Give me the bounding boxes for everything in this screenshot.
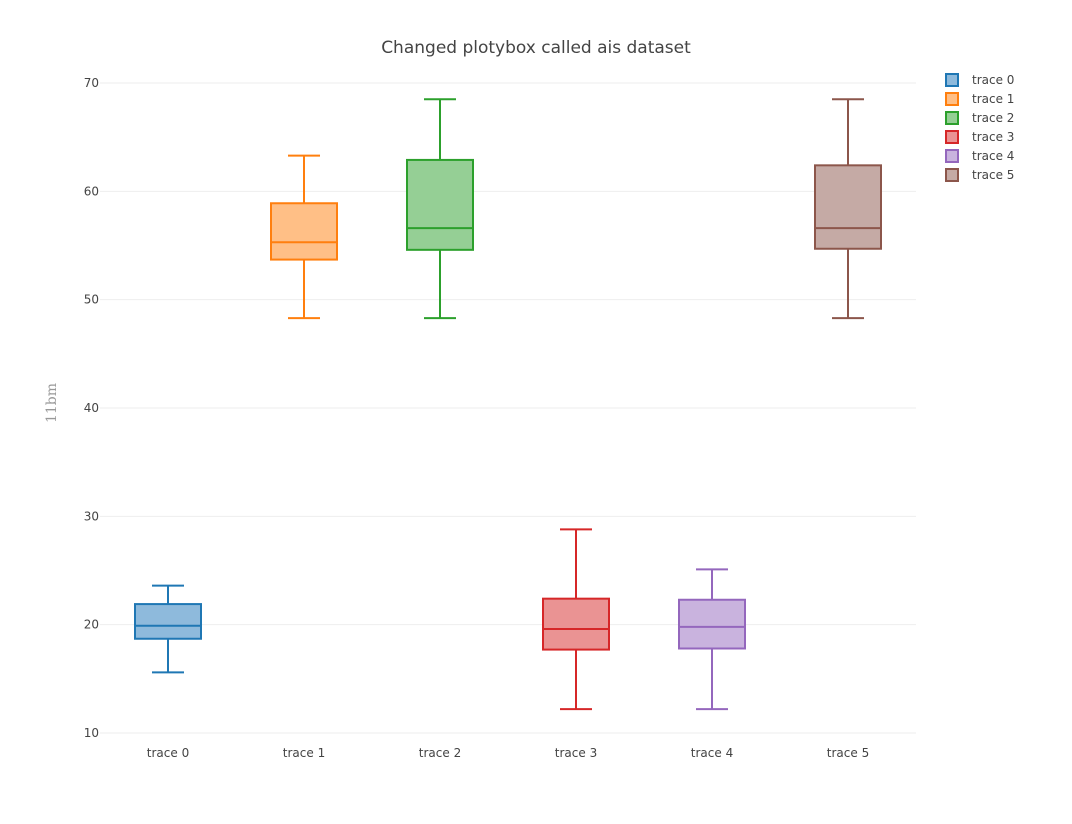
y-tick-label: 50 <box>84 293 99 307</box>
x-tick-label: trace 1 <box>283 746 325 760</box>
legend-label: trace 4 <box>972 149 1014 163</box>
y-axis-label: 11bm <box>44 383 60 423</box>
box-body[interactable] <box>814 164 882 250</box>
legend-label: trace 3 <box>972 130 1014 144</box>
box-trace-0[interactable] <box>134 584 202 674</box>
legend: trace 0 trace 1 trace 2 trace 3 trace 4 trace… <box>945 73 1014 182</box>
legend-swatch <box>945 73 959 87</box>
legend-swatch <box>945 130 959 144</box>
x-tick-label: trace 0 <box>147 746 189 760</box>
legend-label: trace 0 <box>972 73 1014 87</box>
y-axis-ticks: 10 20 30 40 50 60 70 <box>84 76 99 740</box>
legend-swatch <box>945 111 959 125</box>
legend-item-trace-3[interactable]: trace 3 <box>945 130 1014 144</box>
box-trace-1[interactable] <box>270 154 338 320</box>
legend-swatch <box>945 149 959 163</box>
legend-swatch <box>945 92 959 106</box>
y-tick-label: 40 <box>84 401 99 415</box>
y-tick-label: 70 <box>84 76 99 90</box>
box-trace-2[interactable] <box>406 98 474 320</box>
legend-label: trace 1 <box>972 92 1014 106</box>
legend-item-trace-1[interactable]: trace 1 <box>945 92 1014 106</box>
x-tick-label: trace 4 <box>691 746 733 760</box>
x-tick-label: trace 3 <box>555 746 597 760</box>
y-tick-label: 30 <box>84 509 99 523</box>
legend-label: trace 2 <box>972 111 1014 125</box>
gridlines <box>100 82 916 734</box>
x-axis-ticks: trace 0 trace 1 trace 2 trace 3 trace 4 trace… <box>147 746 869 760</box>
legend-item-trace-4[interactable]: trace 4 <box>945 149 1014 163</box>
box-body[interactable] <box>134 603 202 640</box>
chart-title: Changed plotybox called ais dataset <box>381 38 691 58</box>
y-tick-label: 10 <box>84 726 99 740</box>
boxes <box>134 98 882 711</box>
box-trace-5[interactable] <box>814 98 882 320</box>
legend-label: trace 5 <box>972 168 1014 182</box>
legend-item-trace-2[interactable]: trace 2 <box>945 111 1014 125</box>
legend-swatch <box>945 168 959 182</box>
box-body[interactable] <box>542 597 610 651</box>
legend-item-trace-0[interactable]: trace 0 <box>945 73 1014 87</box>
legend-item-trace-5[interactable]: trace 5 <box>945 168 1014 182</box>
box-body[interactable] <box>406 158 474 251</box>
box-trace-4[interactable] <box>678 568 746 711</box>
x-tick-label: trace 5 <box>827 746 869 760</box>
y-tick-label: 20 <box>84 618 99 632</box>
box-body[interactable] <box>678 598 746 650</box>
x-tick-label: trace 2 <box>419 746 461 760</box>
box-body[interactable] <box>270 202 338 261</box>
y-tick-label: 60 <box>84 184 99 198</box>
box-trace-3[interactable] <box>542 528 610 711</box>
